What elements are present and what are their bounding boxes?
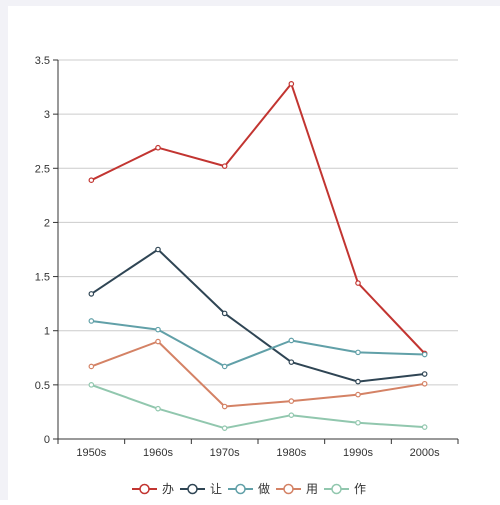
y-tick-label: 0.5 [35,380,50,392]
legend-label: 用 [306,482,318,496]
legend-marker [235,483,246,495]
legend-marker [283,483,294,495]
data-point[interactable] [221,310,228,317]
data-point[interactable] [155,405,161,412]
legend-marker [331,483,342,495]
series-1 [88,246,428,385]
grid-lines [58,59,458,386]
data-point[interactable] [288,359,295,365]
legend-item[interactable]: 让 [180,482,222,496]
y-tick-label: 1 [44,326,50,338]
series-group [88,81,428,431]
data-point[interactable] [355,419,361,426]
x-tick-label: 1950s [76,447,106,459]
data-point[interactable] [88,291,95,297]
data-point[interactable] [221,363,228,370]
data-point[interactable] [221,163,228,169]
x-tick-label: 2000s [410,447,440,459]
data-point[interactable] [88,177,95,183]
legend-label: 让 [210,482,222,496]
data-point[interactable] [288,412,295,418]
series-line [90,340,425,408]
top-strip [0,0,500,6]
data-point[interactable] [355,349,361,356]
legend-label: 做 [258,481,270,496]
data-point[interactable] [155,246,161,253]
x-tick-label: 1980s [276,447,306,459]
y-tick-label: 0 [44,434,50,446]
series-0 [88,81,428,357]
data-point[interactable] [421,424,428,430]
legend-item[interactable]: 作 [324,482,366,496]
series-4 [88,382,428,431]
data-point[interactable] [288,337,295,344]
data-point[interactable] [88,382,95,388]
legend-item[interactable]: 用 [276,482,318,496]
series-2 [88,318,428,370]
data-point[interactable] [88,318,95,324]
legend-marker [187,483,198,495]
series-line [90,248,425,383]
legend-label: 作 [354,482,366,496]
data-point[interactable] [355,280,361,286]
data-point[interactable] [221,403,228,410]
axes: 0 0.5 1 1.5 2 2.5 3 3.5 1950s 1960s 1970s 1980s 1990… [35,55,459,459]
x-tick-label: 1990s [343,447,373,459]
series-line [91,320,425,368]
data-point[interactable] [355,391,361,398]
data-point[interactable] [421,380,428,387]
data-point[interactable] [88,363,95,370]
series-3 [88,338,428,410]
data-point[interactable] [421,371,428,377]
data-point[interactable] [155,326,161,333]
legend-item[interactable]: 办 [132,481,174,496]
legend-item[interactable]: 做 [228,481,270,496]
legend-label: 办 [162,481,174,496]
y-tick-label: 2.5 [35,163,50,175]
data-point[interactable] [221,425,228,431]
legend-marker [139,483,150,495]
data-point[interactable] [355,378,361,385]
series-line [90,82,426,355]
x-tick-label: 1970s [210,447,240,459]
data-point[interactable] [421,351,428,358]
series-line [90,383,425,430]
data-point[interactable] [288,398,295,404]
data-point[interactable] [155,338,161,345]
left-strip [0,0,8,500]
y-tick-label: 3.5 [35,55,50,67]
y-tick-label: 1.5 [35,272,50,284]
y-tick-label: 2 [44,217,50,229]
data-point[interactable] [288,81,295,87]
legend[interactable]: 办让做用作 [132,481,366,496]
y-tick-label: 3 [44,109,50,121]
data-point[interactable] [155,144,161,151]
x-tick-label: 1960s [143,447,173,459]
